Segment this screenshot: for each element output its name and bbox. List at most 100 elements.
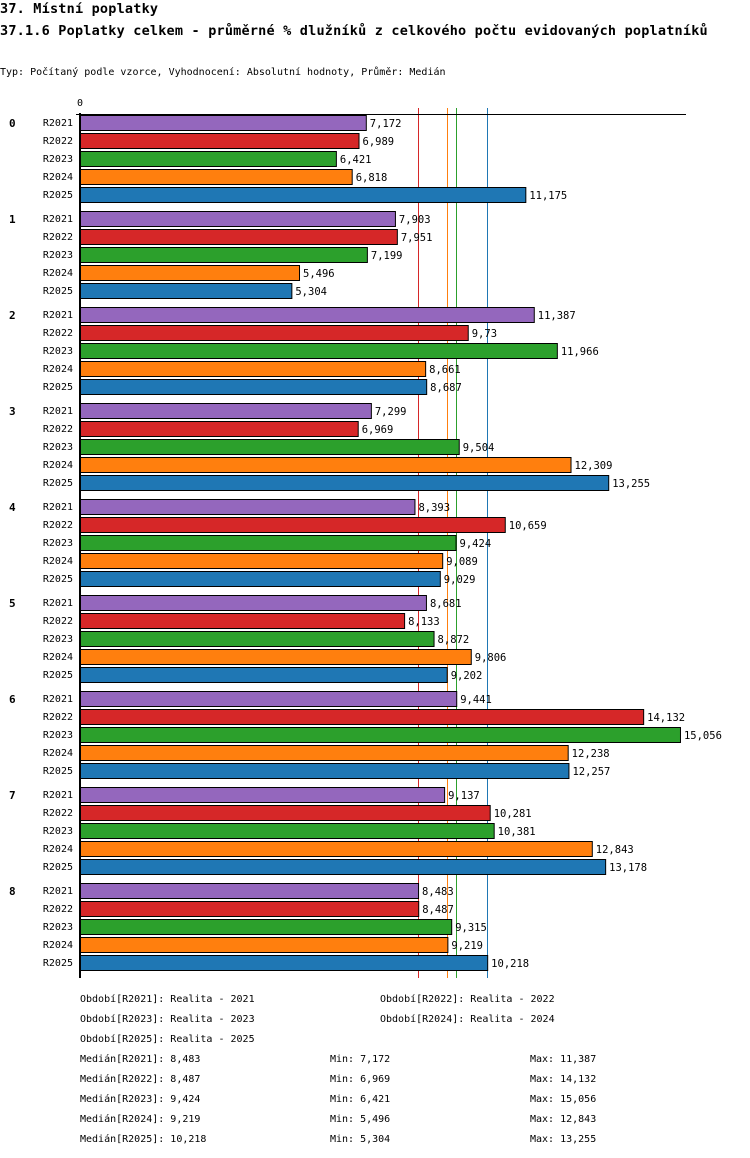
bar [80, 841, 593, 857]
legend-min-r2024: Min: 5,496 [330, 1114, 391, 1125]
section-title: 37. Místní poplatky [0, 1, 159, 17]
bar [80, 499, 416, 515]
series-label: R2023 [43, 922, 73, 933]
category-label: 1 [9, 213, 16, 226]
bar-value-label: 10,281 [494, 808, 532, 820]
legend-median-r2021: Medián[R2021]: 8,483 [80, 1054, 201, 1065]
series-label: R2024 [43, 364, 73, 375]
bar-value-label: 5,304 [295, 286, 327, 298]
bar [80, 571, 441, 587]
bar-value-label: 6,421 [340, 154, 372, 166]
bar [80, 613, 406, 629]
chart-subtitle: Typ: Počítaný podle vzorce, Vyhodnocení:… [0, 67, 446, 78]
bar-value-label: 6,969 [362, 424, 394, 436]
legend-min-r2021: Min: 7,172 [330, 1054, 391, 1065]
bar-value-label: 9,219 [451, 940, 483, 952]
bar-value-label: 7,172 [370, 118, 402, 130]
legend-max-r2022: Max: 14,132 [530, 1074, 597, 1085]
bar-value-label: 8,687 [430, 382, 462, 394]
category-label: 4 [9, 501, 16, 514]
bar [80, 823, 495, 839]
bar [80, 553, 444, 569]
legend-max-r2023: Max: 15,056 [530, 1094, 597, 1105]
legend-min-r2022: Min: 6,969 [330, 1074, 391, 1085]
series-label: R2022 [43, 712, 73, 723]
bar [80, 247, 368, 263]
bar-value-label: 12,238 [572, 748, 610, 760]
series-label: R2025 [43, 766, 73, 777]
legend-max-r2021: Max: 11,387 [530, 1054, 597, 1065]
bar-value-label: 13,178 [609, 862, 647, 874]
bar [80, 361, 427, 377]
bar-value-label: 10,218 [491, 958, 529, 970]
bar-value-label: 8,872 [438, 634, 470, 646]
bar [80, 169, 353, 185]
bar [80, 325, 469, 341]
legend-period-r2021: Období[R2021]: Realita - 2021 [80, 994, 255, 1005]
series-label: R2024 [43, 172, 73, 183]
bar-value-label: 9,73 [472, 328, 497, 340]
series-label: R2024 [43, 268, 73, 279]
bar-value-label: 6,818 [356, 172, 388, 184]
series-label: R2024 [43, 460, 73, 471]
bar-value-label: 7,903 [399, 214, 431, 226]
bar-value-label: 8,661 [429, 364, 461, 376]
bar [80, 745, 569, 761]
legend-max-r2024: Max: 12,843 [530, 1114, 597, 1125]
legend-period-r2024: Období[R2024]: Realita - 2024 [380, 1014, 555, 1025]
series-label: R2024 [43, 652, 73, 663]
series-label: R2025 [43, 478, 73, 489]
bar-value-label: 14,132 [647, 712, 685, 724]
bar [80, 439, 460, 455]
series-label: R2021 [43, 694, 73, 705]
legend-max-r2025: Max: 13,255 [530, 1134, 597, 1145]
bar [80, 667, 448, 683]
bar [80, 727, 681, 743]
category-label: 8 [9, 885, 16, 898]
bar-value-label: 11,175 [529, 190, 567, 202]
bar [80, 787, 446, 803]
bar-value-label: 8,681 [430, 598, 462, 610]
series-label: R2025 [43, 286, 73, 297]
series-label: R2022 [43, 136, 73, 147]
series-label: R2025 [43, 382, 73, 393]
bar [80, 535, 457, 551]
series-label: R2023 [43, 346, 73, 357]
category-label: 3 [9, 405, 16, 418]
series-label: R2023 [43, 442, 73, 453]
bar-value-label: 10,659 [509, 520, 547, 532]
bar [80, 919, 453, 935]
series-label: R2024 [43, 748, 73, 759]
bar-value-label: 11,966 [561, 346, 599, 358]
series-label: R2022 [43, 424, 73, 435]
bar [80, 211, 396, 227]
bar [80, 343, 558, 359]
series-label: R2024 [43, 844, 73, 855]
bar-value-label: 9,424 [460, 538, 492, 550]
bar [80, 265, 301, 281]
bar [80, 115, 367, 131]
series-label: R2025 [43, 190, 73, 201]
bar-value-label: 13,255 [612, 478, 650, 490]
series-label: R2024 [43, 556, 73, 567]
category-label: 0 [9, 117, 16, 130]
bar [80, 187, 527, 203]
bar-value-label: 10,381 [498, 826, 536, 838]
series-label: R2025 [43, 958, 73, 969]
bar-value-label: 7,299 [375, 406, 407, 418]
bar-value-label: 15,056 [684, 730, 722, 742]
category-label: 5 [9, 597, 16, 610]
bar [80, 709, 645, 725]
series-label: R2023 [43, 250, 73, 261]
bar [80, 631, 435, 647]
bar-value-label: 12,309 [575, 460, 613, 472]
bar-value-label: 8,133 [408, 616, 440, 628]
category-label: 2 [9, 309, 16, 322]
bar [80, 937, 449, 953]
legend-median-r2023: Medián[R2023]: 9,424 [80, 1094, 201, 1105]
bar-value-label: 9,089 [446, 556, 478, 568]
bar [80, 883, 420, 899]
series-label: R2022 [43, 520, 73, 531]
series-label: R2021 [43, 310, 73, 321]
bar-value-label: 12,843 [596, 844, 634, 856]
